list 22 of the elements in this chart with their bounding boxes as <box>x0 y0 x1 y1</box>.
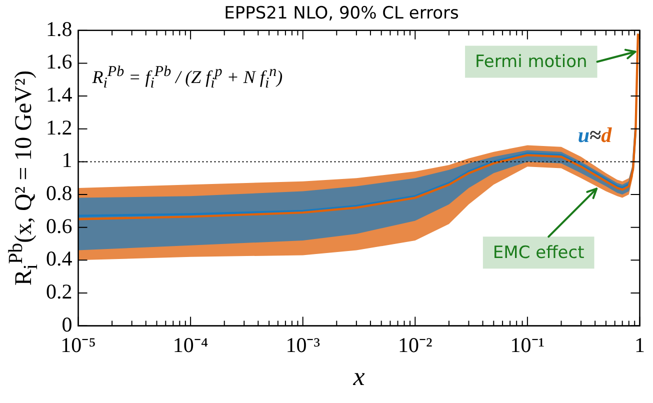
annotation: Fermi motion <box>475 52 588 72</box>
text: R$_{i}$$^{Pb}$ = f$_{i}$$^{Pb}$ / (Z f$_{i}$$^{p}$ + N f$_{i}$$^{n}$) <box>92 64 283 92</box>
x-axis-title: x <box>353 362 365 392</box>
x-tick-label: 10⁻¹ <box>510 332 545 357</box>
y-tick-label: 0.4 <box>46 246 73 271</box>
y-tick-label: 1.6 <box>46 50 72 74</box>
y-tick-label: 0.2 <box>46 279 72 304</box>
y-tick-label: 0.6 <box>46 214 72 238</box>
y-tick-label: 1.4 <box>46 82 73 107</box>
y-tick-label: 0.8 <box>46 181 72 206</box>
annotation: ≈ <box>590 123 602 148</box>
x-tick-label: 10⁻⁴ <box>172 332 208 357</box>
y-tick-label: 1.8 <box>46 16 72 41</box>
x-tick-label: 1 <box>634 332 645 357</box>
x-tick-label: 10⁻³ <box>286 332 320 357</box>
y-tick-label: 1 <box>62 148 72 172</box>
y-tick-label: 1.2 <box>46 115 72 140</box>
series-label: d <box>601 123 612 148</box>
chart-title: EPPS21 NLO, 90% CL errors <box>224 4 460 24</box>
x-tick-label: 10⁻² <box>398 332 432 357</box>
series-label: u <box>578 123 590 148</box>
annotation: EMC effect <box>492 243 585 264</box>
